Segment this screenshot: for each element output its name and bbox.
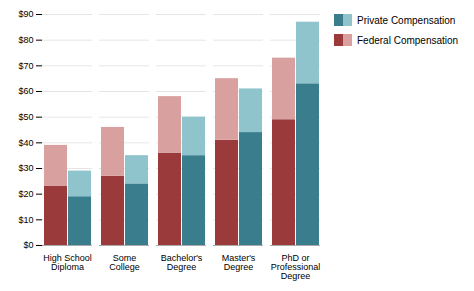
svg-text:$90: $90	[18, 9, 33, 19]
svg-text:$10: $10	[18, 215, 33, 225]
svg-text:High SchoolDiploma: High SchoolDiploma	[43, 253, 92, 272]
html-text:Private Compensation: Private Compensation	[357, 14, 456, 26]
svg-text:SomeCollege: SomeCollege	[109, 253, 140, 272]
svg-text:PhD orProfessionalDegree: PhD orProfessionalDegree	[271, 253, 321, 281]
svg-text:$80: $80	[18, 35, 33, 45]
svg-text:$60: $60	[18, 86, 33, 96]
svg-text:$0: $0	[23, 240, 33, 250]
svg-text:$70: $70	[18, 61, 33, 71]
svg-text:$40: $40	[18, 138, 33, 148]
svg-text:$50: $50	[18, 112, 33, 122]
svg-text:Bachelor'sDegree: Bachelor'sDegree	[161, 253, 203, 272]
svg-text:$30: $30	[18, 163, 33, 173]
svg-text:Master'sDegree: Master'sDegree	[222, 253, 256, 272]
html-text:Federal Compensation: Federal Compensation	[357, 34, 459, 46]
svg-text:$20: $20	[18, 189, 33, 199]
